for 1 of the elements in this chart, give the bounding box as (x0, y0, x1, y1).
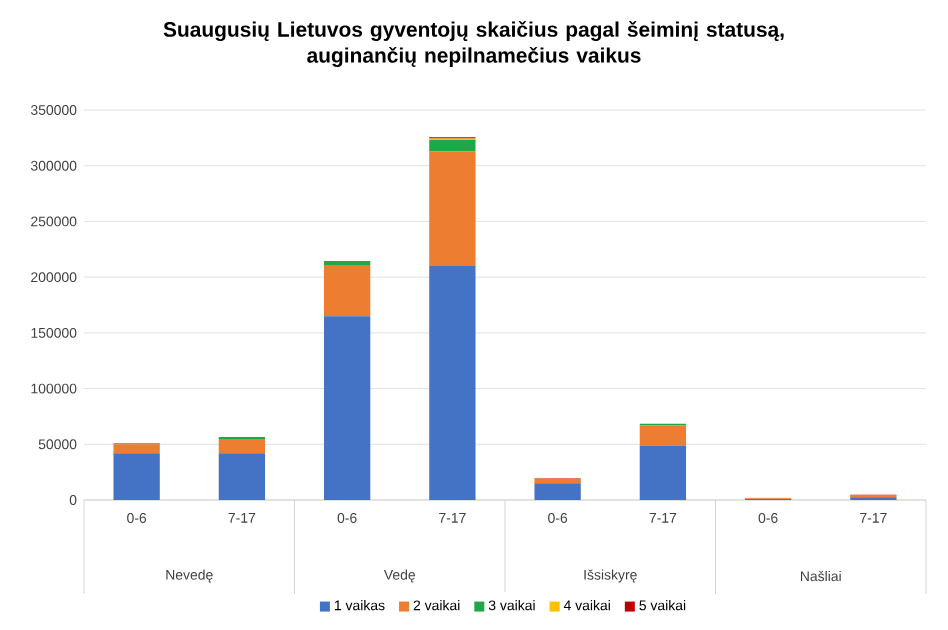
chart-title: Suaugusių Lietuvos gyventojų skaičius pagal šeiminį statusą, auginančių nepilnamečius vaikus (163, 21, 784, 67)
